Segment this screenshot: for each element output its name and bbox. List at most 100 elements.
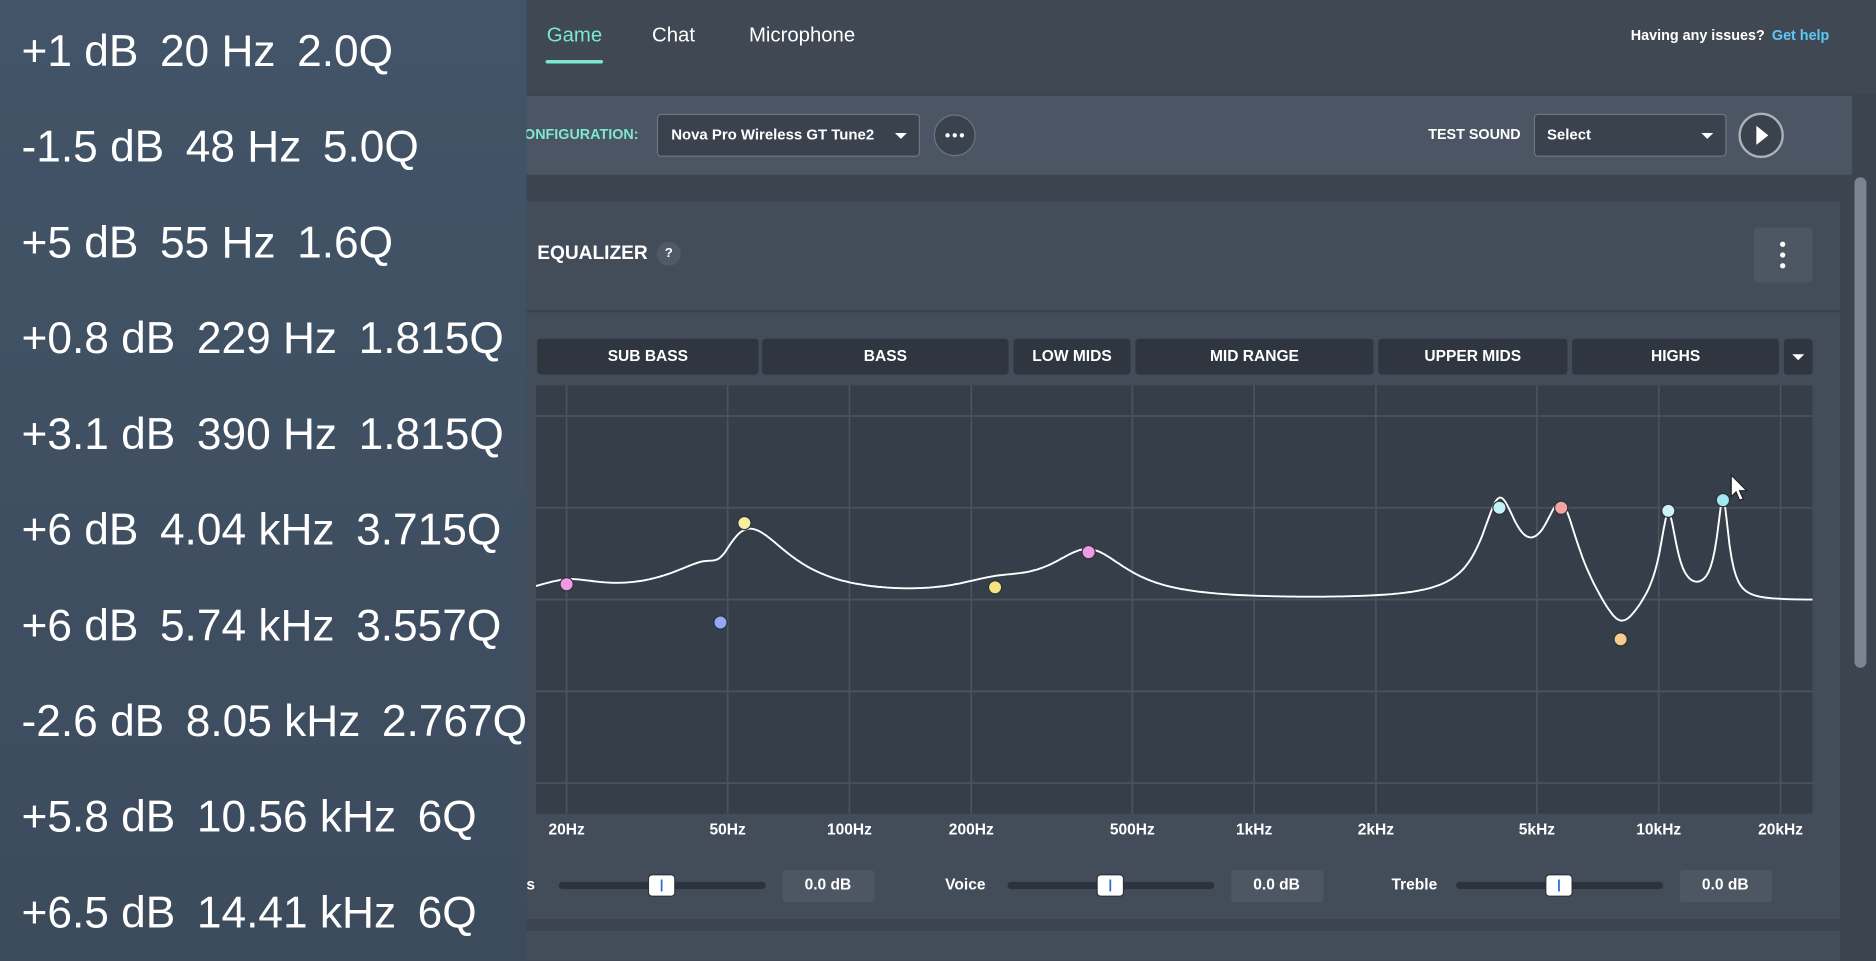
eq-point[interactable] [559,577,574,592]
slider-value: 0.0 dB [1253,877,1300,894]
test-sound-dropdown[interactable] [1533,113,1727,157]
freq-label: 48 Hz [186,122,302,171]
band-button[interactable] [1378,338,1568,375]
eq-point[interactable] [1492,500,1507,515]
overlay-row: +6 dB 5.74 kHz 3.557Q [22,601,502,650]
gain-label: +1 dB [22,27,139,76]
overlay-row: +0.8 dB 229 Hz 1.815Q [22,314,504,363]
freq-label: 10.56 kHz [197,792,396,841]
overlay-list: +1 dB 20 Hz 2.0Q -1.5 dB 48 Hz 5.0Q +5 dB 55 Hz… [22,27,528,937]
next-panel [526,930,1841,961]
eq-point[interactable] [1554,500,1569,515]
eq-point[interactable] [713,615,728,630]
band-button[interactable] [1013,338,1131,375]
band-buttons: SUB BASS BASS LOW MIDS MID RANGE UPPER MIDS H… [537,338,1780,375]
q-label: 6Q [418,792,477,841]
q-label: 3.715Q [356,505,501,554]
freq-label: 5.74 kHz [160,601,335,650]
gain-label: -1.5 dB [22,122,165,171]
band-label: LOW MIDS [1032,348,1111,365]
x-tick-label: 200Hz [949,822,994,839]
test-sound-select: Select [1547,126,1591,143]
freq-label: 20 Hz [160,27,276,76]
gain-label: +6 dB [22,505,139,554]
freq-label: 390 Hz [197,410,337,459]
tab-underline [545,59,603,64]
band-button[interactable] [1572,338,1780,375]
tab[interactable]: Chat [652,24,695,46]
band-button[interactable] [762,338,1009,375]
eq-point[interactable] [1081,544,1096,560]
overlay-row: +5.8 dB 10.56 kHz 6Q [22,792,477,841]
freq-label: 14.41 kHz [197,888,396,937]
overlay-panel [0,0,527,961]
dropdown-arrow [1792,354,1805,361]
gain-label: +5.8 dB [22,792,176,841]
x-tick-label: 100Hz [827,822,872,839]
eq-graph: 20Hz 50Hz 100Hz 200Hz 500Hz 1kHz 2kHz 5kHz 10kHz… [536,385,1813,839]
config-label: ONFIGURATION: [524,127,638,143]
overlay-row: +3.1 dB 390 Hz 1.815Q [22,410,504,459]
slider-label: s [526,877,535,894]
slider-label: Treble [1391,877,1437,894]
band-label: MID RANGE [1210,348,1299,365]
band-button[interactable] [537,338,759,375]
band-label: UPPER MIDS [1424,348,1521,365]
freq-label: 55 Hz [160,218,276,267]
slider-value-box [1679,869,1772,903]
overlay-row: +1 dB 20 Hz 2.0Q [22,27,393,76]
q-label: 1.815Q [359,314,504,363]
freq-label: 4.04 kHz [160,505,335,554]
slider-value-box [782,869,875,903]
overlay-row: +6 dB 4.04 kHz 3.715Q [22,505,502,554]
scrollbar[interactable] [1854,177,1867,668]
x-tick-label: 50Hz [710,822,747,839]
freq-label: 8.05 kHz [186,697,361,746]
eq-menu-dots [1780,241,1786,269]
play-icon [1756,125,1769,145]
q-label: 6Q [418,888,477,937]
more-dots [945,133,965,138]
freq-label: 229 Hz [197,314,337,363]
q-label: 1.815Q [359,410,504,459]
eq-point[interactable] [1715,492,1731,508]
q-label: 5.0Q [323,122,419,171]
x-tick-label: 20kHz [1758,822,1803,839]
help-badge[interactable] [656,241,681,266]
gain-label: +0.8 dB [22,314,176,363]
test-sound-label: TEST SOUND [1428,127,1520,143]
q-label: 1.6Q [297,218,393,267]
overlay-row: +6.5 dB 14.41 kHz 6Q [22,888,477,937]
dropdown-arrow [894,132,907,139]
eq-point[interactable] [737,515,752,531]
preset-name: Nova Pro Wireless GT Tune2 [671,126,874,143]
help-question: Having any issues? [1631,28,1765,44]
eq-point[interactable] [1613,632,1628,647]
overlay-row: -1.5 dB 48 Hz 5.0Q [22,122,419,171]
tab[interactable]: Microphone [749,24,855,46]
tab-active[interactable]: Game [547,24,602,46]
overlay-row: +5 dB 55 Hz 1.6Q [22,218,393,267]
gain-label: +6 dB [22,601,139,650]
x-tick-label: 500Hz [1110,822,1155,839]
eq-point[interactable] [987,580,1003,595]
band-button[interactable] [1135,338,1374,375]
mouse-cursor [1730,473,1749,501]
preset-dropdown[interactable] [656,113,921,157]
q-label: 2.0Q [297,27,393,76]
band-label: HIGHS [1651,348,1700,365]
dropdown-arrow [1701,132,1714,139]
q-label: 3.557Q [356,601,501,650]
divider [526,310,1841,313]
gain-label: +6.5 dB [22,888,176,937]
x-tick-label: 2kHz [1358,822,1395,839]
help-link[interactable]: Get help [1772,28,1830,44]
slider-value: 0.0 dB [805,877,852,894]
eq-point[interactable] [1661,503,1676,518]
x-tick-label: 5kHz [1519,822,1556,839]
x-tick-label: 20Hz [548,822,585,839]
x-tick-label: 1kHz [1236,822,1273,839]
